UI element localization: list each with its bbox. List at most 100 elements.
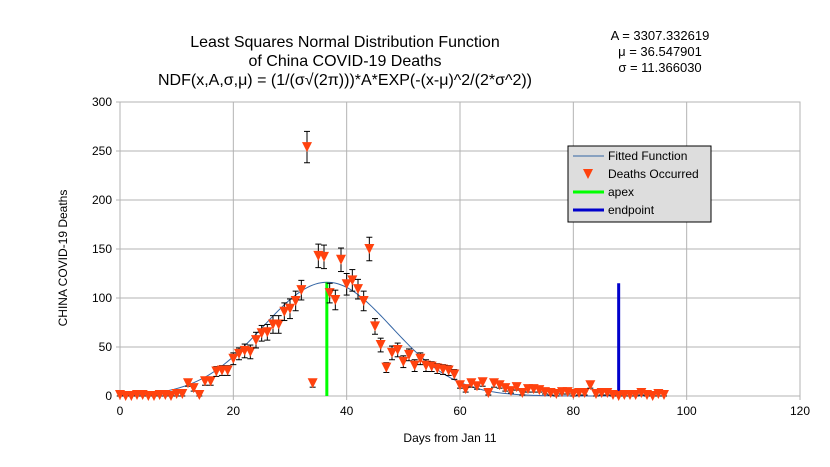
data-point xyxy=(194,390,205,401)
death-marker xyxy=(324,288,335,299)
death-marker xyxy=(483,388,494,399)
death-marker xyxy=(477,377,488,388)
death-marker xyxy=(330,294,341,305)
death-marker xyxy=(234,348,244,359)
data-point xyxy=(511,382,522,393)
legend-label-endpoint: endpoint xyxy=(608,203,655,217)
legend-swatch-deaths xyxy=(583,169,593,179)
param-mu: μ = 36.547901 xyxy=(580,44,740,60)
data-point xyxy=(251,331,261,349)
data-point xyxy=(296,279,307,301)
data-point xyxy=(585,380,596,391)
data-point xyxy=(647,391,658,401)
death-marker xyxy=(381,362,392,373)
data-point xyxy=(472,381,482,392)
death-marker xyxy=(290,295,301,306)
data-point xyxy=(302,130,312,164)
death-marker xyxy=(659,390,669,401)
data-point xyxy=(630,390,641,401)
data-point xyxy=(307,378,318,389)
data-point xyxy=(290,290,301,312)
legend-label-deaths: Deaths Occurred xyxy=(608,167,699,181)
axis-ticks: 0 20 40 60 80 100 120 0 50 100 150 200 250 300 xyxy=(92,95,810,418)
y-tick-label: 50 xyxy=(99,340,113,354)
data-point xyxy=(500,383,511,394)
death-marker xyxy=(455,380,465,391)
data-point xyxy=(398,355,409,369)
death-marker xyxy=(183,378,193,389)
y-tick-label: 200 xyxy=(92,193,112,207)
param-a-value: 3307.332619 xyxy=(633,28,710,43)
death-marker xyxy=(222,365,233,376)
param-sigma-value: 11.366030 xyxy=(641,60,702,75)
death-marker xyxy=(517,388,528,399)
param-a-label: A = xyxy=(610,28,634,43)
data-point xyxy=(551,389,562,400)
data-point xyxy=(319,244,329,270)
data-point xyxy=(460,384,471,395)
death-marker xyxy=(285,303,295,314)
death-marker xyxy=(336,254,346,265)
death-marker xyxy=(449,369,460,380)
y-axis-label: CHINA COVID-19 Deaths xyxy=(56,190,70,327)
death-marker xyxy=(630,390,641,401)
death-marker xyxy=(245,346,256,357)
death-marker xyxy=(443,365,454,376)
data-point xyxy=(358,290,369,312)
death-marker xyxy=(551,389,562,400)
death-marker xyxy=(279,306,290,317)
param-a: A = 3307.332619 xyxy=(580,28,740,44)
death-marker xyxy=(409,360,420,371)
param-mu-value: 36.547901 xyxy=(640,44,702,59)
data-point xyxy=(381,362,392,373)
death-marker xyxy=(319,251,329,262)
data-point xyxy=(409,359,420,372)
title-line-1: Least Squares Normal Distribution Functi… xyxy=(190,34,500,51)
data-point xyxy=(579,388,590,399)
param-sigma: σ = 11.366030 xyxy=(580,60,740,76)
death-marker xyxy=(647,391,658,401)
data-point xyxy=(483,388,494,399)
data-point xyxy=(285,298,295,320)
death-marker xyxy=(398,356,409,367)
deaths-occurred-points xyxy=(115,130,669,401)
death-marker xyxy=(353,284,363,295)
death-marker xyxy=(494,380,505,391)
death-marker xyxy=(273,319,284,330)
death-marker xyxy=(166,391,176,401)
data-point xyxy=(324,282,335,304)
data-point xyxy=(415,352,426,366)
data-point xyxy=(506,386,516,397)
death-marker xyxy=(251,335,261,346)
x-tick-label: 60 xyxy=(453,404,467,418)
y-tick-label: 150 xyxy=(92,242,112,256)
data-point xyxy=(245,344,256,360)
death-marker xyxy=(194,390,205,401)
chart-title: Least Squares Normal Distribution Functi… xyxy=(120,33,570,90)
death-marker xyxy=(188,383,199,394)
death-marker xyxy=(302,142,312,153)
y-tick-label: 250 xyxy=(92,144,112,158)
death-marker xyxy=(415,353,426,364)
data-point xyxy=(449,369,460,380)
data-point xyxy=(455,380,465,391)
fit-parameters: A = 3307.332619 μ = 36.547901 σ = 11.366… xyxy=(580,28,740,76)
title-line-2: of China COVID-19 Deaths xyxy=(248,53,442,70)
death-marker xyxy=(228,353,239,364)
data-point xyxy=(183,378,193,389)
death-marker xyxy=(262,327,273,338)
death-marker xyxy=(370,321,380,332)
death-marker xyxy=(296,285,307,296)
x-tick-label: 20 xyxy=(227,404,241,418)
legend-label-fitted: Fitted Function xyxy=(608,149,687,163)
death-marker xyxy=(472,381,482,392)
data-point xyxy=(347,269,358,292)
data-point xyxy=(494,380,505,391)
data-point xyxy=(222,365,233,376)
death-marker xyxy=(392,344,403,355)
death-marker xyxy=(375,340,386,351)
data-point xyxy=(177,389,188,400)
death-marker xyxy=(387,347,397,358)
data-point xyxy=(466,378,477,389)
param-mu-label: μ = xyxy=(618,44,641,59)
